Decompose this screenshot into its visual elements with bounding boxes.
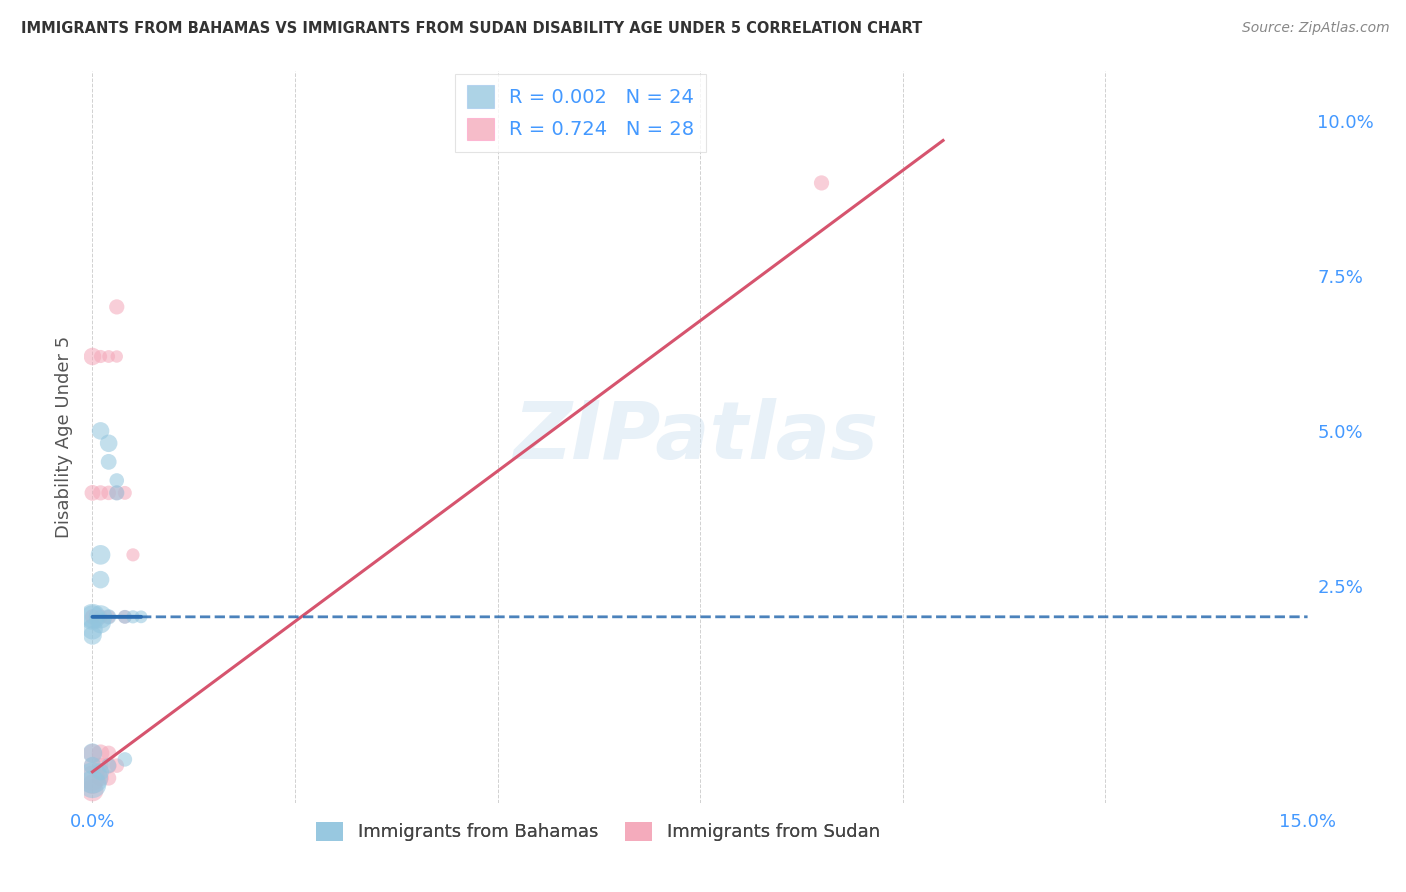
Point [114,486,136,500]
Point [97,610,120,624]
Point [105,474,128,488]
Point [82,628,104,642]
Text: ZIPatlas: ZIPatlas [513,398,879,476]
Point [97,758,120,772]
Point [114,610,136,624]
Point [82,758,104,772]
Point [90,771,112,785]
Point [82,622,104,636]
Point [97,771,120,785]
Point [82,486,104,500]
Point [90,615,112,630]
Point [810,176,832,190]
Point [90,424,112,438]
Point [90,350,112,364]
Point [90,548,112,562]
Legend: Immigrants from Bahamas, Immigrants from Sudan: Immigrants from Bahamas, Immigrants from… [309,814,887,848]
Point [82,610,104,624]
Point [105,300,128,314]
Point [129,610,152,624]
Point [105,758,128,772]
Text: Source: ZipAtlas.com: Source: ZipAtlas.com [1241,21,1389,36]
Point [97,436,120,450]
Point [97,350,120,364]
Point [90,746,112,760]
Point [82,350,104,364]
Point [82,777,104,791]
Point [90,610,112,624]
Point [82,758,104,772]
Point [82,771,104,785]
Point [82,777,104,791]
Point [97,486,120,500]
Point [97,610,120,624]
Text: IMMIGRANTS FROM BAHAMAS VS IMMIGRANTS FROM SUDAN DISABILITY AGE UNDER 5 CORRELAT: IMMIGRANTS FROM BAHAMAS VS IMMIGRANTS FR… [21,21,922,37]
Point [82,746,104,760]
Point [82,771,104,785]
Point [114,610,136,624]
Point [90,758,112,772]
Point [90,573,112,587]
Point [97,758,120,772]
Point [105,486,128,500]
Point [82,783,104,797]
Point [97,746,120,760]
Point [82,610,104,624]
Y-axis label: Disability Age Under 5: Disability Age Under 5 [55,336,73,538]
Point [97,455,120,469]
Point [105,486,128,500]
Point [90,764,112,779]
Point [90,610,112,624]
Point [90,486,112,500]
Point [82,746,104,760]
Point [122,548,145,562]
Point [114,752,136,766]
Point [122,610,145,624]
Point [82,610,104,624]
Point [105,350,128,364]
